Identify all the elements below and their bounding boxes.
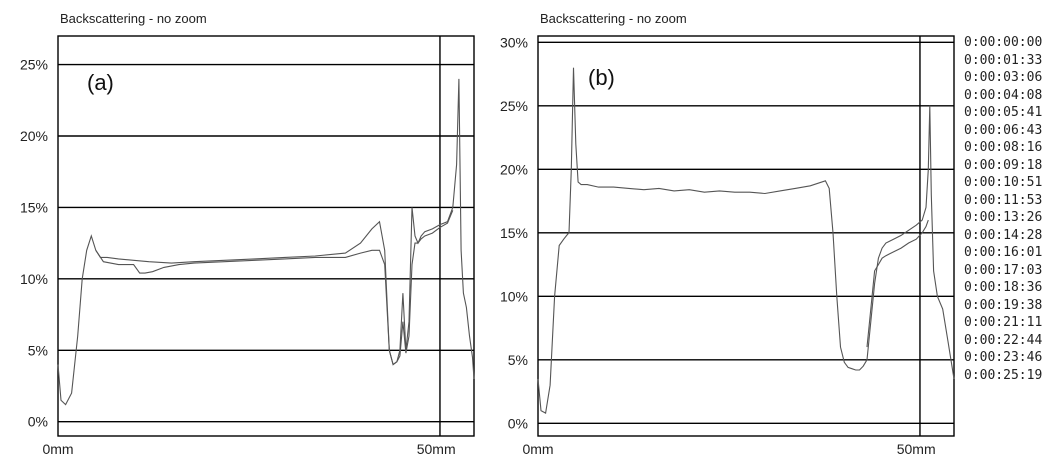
legend-timestamp: 0:00:04:08	[964, 87, 1043, 103]
chart-b-ytick-label: 30%	[500, 34, 528, 50]
legend-timestamp: 0:00:21:11	[964, 315, 1043, 330]
chart-a-grid	[57, 35, 475, 437]
chart-b: Backscattering - no zoom (b) 0% 5% 10% 15% 2…	[500, 11, 955, 457]
chart-b-axes: 0% 5% 10% 15% 20% 25% 30% 0mm 50mm	[500, 34, 936, 457]
chart-a-series-line	[57, 78, 475, 406]
chart-b-ytick-label: 20%	[500, 161, 528, 177]
chart-b-ytick-label: 10%	[500, 288, 528, 304]
chart-b-series-line	[537, 67, 955, 414]
legend-timestamp: 0:00:10:51	[964, 175, 1043, 190]
chart-a-series	[57, 78, 475, 406]
chart-a-ytick-label: 15%	[20, 199, 48, 215]
chart-b-xtick-label: 50mm	[897, 441, 936, 457]
chart-a-ytick-label: 5%	[28, 342, 48, 358]
legend-timestamp: 0:00:05:41	[964, 105, 1043, 120]
legend-timestamp: 0:00:09:18	[964, 157, 1043, 173]
chart-a-ytick-label: 10%	[20, 271, 48, 287]
legend-timestamp: 0:00:22:44	[964, 332, 1043, 348]
legend-timestamp: 0:00:11:53	[964, 192, 1043, 208]
chart-a-title: Backscattering - no zoom	[60, 11, 207, 26]
chart-a-axes: 0% 5% 10% 15% 20% 25% 0mm 50mm	[20, 57, 456, 457]
chart-b-ytick-label: 0%	[508, 415, 528, 431]
chart-b-xtick-label: 0mm	[522, 441, 553, 457]
legend-timestamp: 0:00:19:38	[964, 297, 1043, 313]
chart-b-ytick-label: 25%	[500, 98, 528, 114]
chart-b-ytick-label: 15%	[500, 225, 528, 241]
chart-a: Backscattering - no zoom (a) 0% 5% 10% 15% 2…	[20, 11, 475, 457]
chart-b-panel-label: (b)	[588, 65, 615, 90]
legend-timestamp: 0:00:08:16	[964, 140, 1043, 155]
chart-a-ytick-label: 0%	[28, 414, 48, 430]
legend-timestamp: 0:00:25:19	[964, 367, 1043, 383]
legend-timestamp: 0:00:06:43	[964, 122, 1043, 138]
legend-timestamp: 0:00:16:01	[964, 245, 1043, 260]
legend-timestamp: 0:00:23:46	[964, 350, 1043, 365]
chart-a-xtick-label: 50mm	[417, 441, 456, 457]
chart-b-series	[537, 67, 955, 414]
legend-timestamp: 0:00:14:28	[964, 227, 1043, 243]
chart-b-title: Backscattering - no zoom	[540, 11, 687, 26]
chart-a-ytick-label: 20%	[20, 128, 48, 144]
legend-timestamp: 0:00:03:06	[964, 70, 1043, 85]
legend-timestamp: 0:00:17:03	[964, 262, 1043, 278]
chart-a-ytick-label: 25%	[20, 57, 48, 73]
legend-timestamp: 0:00:18:36	[964, 280, 1043, 295]
chart-a-series-line	[95, 210, 454, 366]
chart-b-ytick-label: 5%	[508, 352, 528, 368]
legend-timestamp: 0:00:13:26	[964, 210, 1043, 225]
chart-a-frame	[57, 35, 475, 437]
legend-timestamp: 0:00:00:00	[964, 35, 1043, 50]
chart-a-xtick-label: 0mm	[42, 441, 73, 457]
chart-a-panel-label: (a)	[87, 70, 114, 95]
chart-b-frame	[537, 35, 955, 437]
chart-b-grid	[537, 35, 955, 437]
timestamp-legend: 0:00:00:00 0:00:01:33 0:00:03:06 0:00:04:08…	[964, 34, 1063, 384]
chart-b-series-line	[866, 219, 929, 348]
legend-timestamp: 0:00:01:33	[964, 52, 1043, 68]
